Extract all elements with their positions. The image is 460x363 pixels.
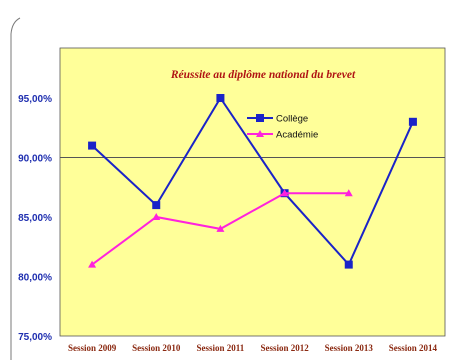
- data-point: [152, 201, 161, 210]
- y-tick-label: 80,00%: [18, 273, 52, 284]
- data-point: [152, 213, 161, 220]
- y-tick-label: 95,00%: [18, 94, 52, 105]
- y-tick-label: 90,00%: [18, 154, 52, 165]
- x-tick-label: Session 2010: [132, 343, 181, 353]
- legend-label: Académie: [276, 130, 318, 141]
- x-tick-label: Session 2009: [68, 343, 117, 353]
- legend-marker: [256, 130, 264, 137]
- legend-label: Collège: [276, 114, 308, 125]
- x-tick-label: Session 2014: [389, 343, 438, 353]
- y-tick-label: 75,00%: [18, 332, 52, 343]
- x-axis-ticks: Session 2009 Session 2010 Session 2011 Sess…: [68, 343, 438, 353]
- y-axis-ticks: 95,00% 90,00% 85,00% 80,00% 75,00%: [18, 94, 52, 343]
- x-tick-label: Session 2011: [197, 343, 245, 353]
- data-point: [344, 189, 353, 197]
- data-point: [88, 260, 97, 268]
- plot-area: [59, 47, 446, 337]
- data-point: [408, 117, 417, 126]
- series-line-0: [91, 96, 414, 267]
- data-point: [280, 189, 289, 197]
- data-point: [88, 141, 97, 150]
- data-point: [216, 224, 225, 232]
- frame-corner: [10, 17, 21, 360]
- x-tick-label: Session 2013: [325, 343, 374, 353]
- data-point: [344, 260, 353, 269]
- chart-title: Réussite au diplôme national du brevet: [170, 69, 356, 81]
- series-layer: [88, 94, 417, 269]
- legend-marker: [256, 114, 264, 122]
- data-point: [216, 94, 225, 102]
- y-tick-label: 85,00%: [18, 213, 52, 224]
- legend: Collège Académie: [247, 114, 318, 141]
- x-tick-label: Session 2012: [260, 343, 309, 353]
